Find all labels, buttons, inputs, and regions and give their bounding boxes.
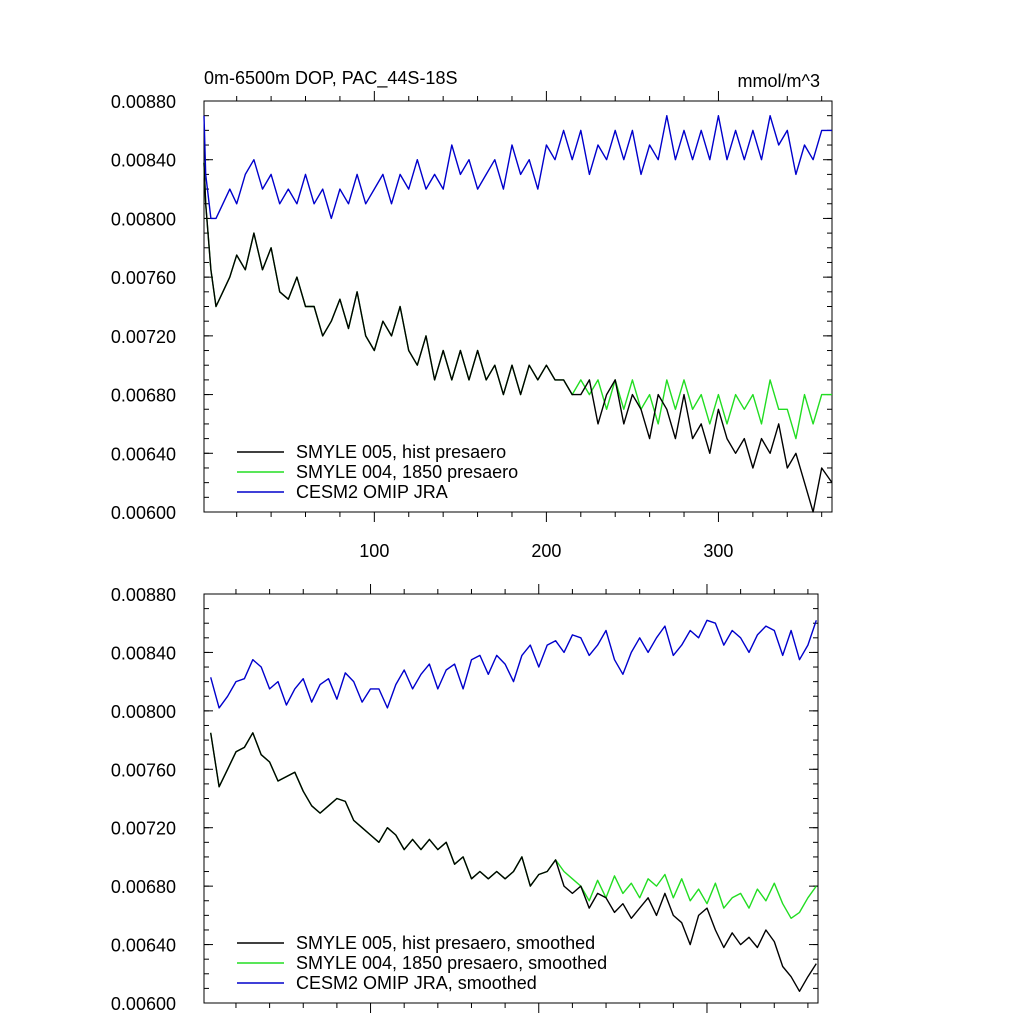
- y-tick-label: 0.00640: [111, 444, 176, 464]
- y-tick-label: 0.00600: [111, 503, 176, 523]
- legend-label-0: SMYLE 005, hist presaero, smoothed: [296, 933, 595, 953]
- y-tick-label: 0.00800: [111, 209, 176, 229]
- y-tick-label: 0.00600: [111, 994, 176, 1014]
- y-tick-label: 0.00720: [111, 819, 176, 839]
- y-tick-label: 0.00720: [111, 327, 176, 347]
- legend-label-0: SMYLE 005, hist presaero: [296, 442, 506, 462]
- x-tick-label: 300: [703, 541, 733, 561]
- y-tick-label: 0.00800: [111, 702, 176, 722]
- x-tick-label: 200: [531, 541, 561, 561]
- bottom-panel: 0.00600 0.00640 0.00680 0.00720 0.00760 0.008…: [111, 584, 819, 1014]
- top-panel-units: mmol/m^3: [738, 71, 820, 91]
- y-tick-label: 0.00840: [111, 643, 176, 663]
- series-line-2: [203, 114, 832, 220]
- legend-label-1: SMYLE 004, 1850 presaero, smoothed: [296, 953, 607, 973]
- y-tick-label: 0.00760: [111, 760, 176, 780]
- x-tick-label: 100: [359, 541, 389, 561]
- y-tick-label: 0.00840: [111, 151, 176, 171]
- series-line-0: [210, 732, 817, 992]
- series-line-1: [210, 732, 817, 919]
- series-line-0: [203, 162, 833, 513]
- y-tick-label: 0.00880: [111, 92, 176, 112]
- series-line-2: [210, 619, 817, 709]
- y-tick-label: 0.00640: [111, 936, 176, 956]
- series-line-1: [203, 162, 832, 440]
- legend-label-2: CESM2 OMIP JRA, smoothed: [296, 973, 537, 993]
- top-panel-title: 0m-6500m DOP, PAC_44S-18S: [204, 68, 457, 89]
- legend-label-1: SMYLE 004, 1850 presaero: [296, 462, 518, 482]
- y-tick-label: 0.00760: [111, 268, 176, 288]
- y-tick-label: 0.00680: [111, 877, 176, 897]
- top-panel: 0m-6500m DOP, PAC_44S-18S mmol/m^3 0.006…: [111, 68, 833, 561]
- y-tick-label: 0.00880: [111, 585, 176, 605]
- y-tick-label: 0.00680: [111, 386, 176, 406]
- legend-label-2: CESM2 OMIP JRA: [296, 482, 448, 502]
